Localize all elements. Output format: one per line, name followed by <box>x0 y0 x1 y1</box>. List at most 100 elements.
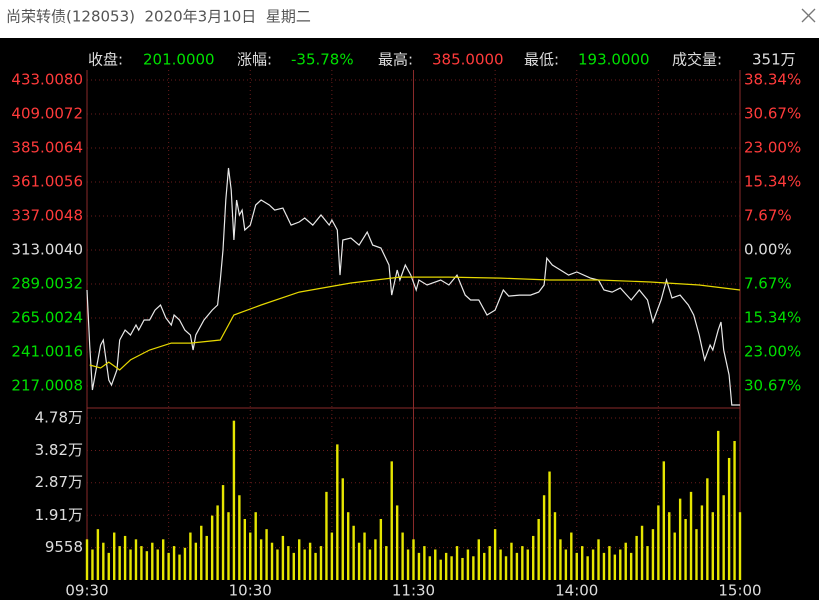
volume-bar <box>134 539 138 580</box>
volume-bar <box>118 546 121 580</box>
y2-tick-label: 23.00% <box>744 342 801 360</box>
volume-bar <box>461 557 464 580</box>
volume-bar <box>575 552 578 580</box>
volume-bar <box>336 444 339 580</box>
y2-tick-label: 30.67% <box>744 104 801 122</box>
volume-bar <box>624 542 627 580</box>
volume-bar <box>602 552 606 580</box>
volume-bar <box>619 549 622 580</box>
info-value: 351万 <box>752 51 796 69</box>
y-tick-label: 289.0032 <box>11 275 83 293</box>
y-tick-label: 361.0056 <box>11 173 83 191</box>
volume-bar <box>96 529 100 580</box>
volume-bar <box>706 478 709 580</box>
volume-bar <box>477 539 480 580</box>
info-value: 193.0000 <box>578 51 650 69</box>
y2-tick-label: 7.67% <box>744 274 792 292</box>
y2-tick-label: 30.67% <box>744 376 801 394</box>
volume-bar <box>657 505 660 580</box>
volume-bar <box>129 549 132 580</box>
window-title: 尚荣转债(128053) 2020年3月10日 星期二 <box>6 8 311 26</box>
x-tick-label: 14:00 <box>555 582 598 600</box>
volume-bar <box>472 556 475 580</box>
close-button[interactable] <box>801 8 816 23</box>
volume-bar <box>156 549 159 580</box>
volume-bar <box>564 549 568 580</box>
info-value: 201.0000 <box>143 51 215 69</box>
volume-bar <box>455 546 459 580</box>
volume-bar <box>189 532 192 580</box>
volume-bar <box>640 525 644 580</box>
volume-bar <box>417 552 421 580</box>
info-label: 最低: <box>524 51 559 69</box>
volume-bar <box>673 532 676 580</box>
info-label: 最高: <box>378 51 413 69</box>
y-tick-label: 337.0048 <box>11 207 83 225</box>
volume-bar <box>499 549 502 580</box>
volume-bar <box>412 539 415 580</box>
volume-bar <box>488 546 491 580</box>
volume-bar <box>444 552 448 580</box>
y-tick-label: 433.0080 <box>11 71 83 89</box>
y-tick-label: 217.0008 <box>11 377 83 395</box>
volume-bar <box>281 535 285 580</box>
y-tick-label: 241.0016 <box>11 343 83 361</box>
volume-bar <box>580 546 584 580</box>
volume-bar <box>537 518 540 580</box>
volume-bar <box>684 518 687 580</box>
volume-bar <box>406 549 410 580</box>
volume-bar <box>570 532 573 580</box>
volume-bar <box>727 457 731 580</box>
volume-bar <box>738 512 742 580</box>
y-tick-label: 265.0024 <box>11 309 83 327</box>
volume-bar <box>695 529 698 580</box>
volume-bar <box>287 546 290 580</box>
volume-bar <box>586 556 589 580</box>
x-tick-label: 11:30 <box>392 582 435 600</box>
volume-bar <box>151 542 154 580</box>
volume-bar <box>161 539 165 580</box>
volume-bar <box>308 542 312 580</box>
volume-tick-label: 9558 <box>45 538 83 556</box>
volume-bar <box>259 539 263 580</box>
volume-bar <box>140 546 143 580</box>
volume-bar <box>85 539 89 580</box>
volume-bar <box>200 525 203 580</box>
volume-bar <box>521 546 524 580</box>
title-bar <box>0 0 819 38</box>
volume-bar <box>238 495 241 580</box>
volume-bar <box>113 532 116 580</box>
volume-bar <box>254 512 257 580</box>
volume-bar <box>194 542 198 580</box>
y-tick-label: 313.0040 <box>11 241 83 259</box>
volume-bar <box>319 546 323 580</box>
volume-bar <box>548 471 551 580</box>
volume-bar <box>330 532 334 580</box>
volume-bar <box>210 515 214 580</box>
y2-tick-label: 7.67% <box>744 206 792 224</box>
volume-bar <box>483 552 486 580</box>
y-tick-label: 385.0064 <box>11 139 83 157</box>
y2-tick-label: 23.00% <box>744 138 801 156</box>
volume-bar <box>466 549 470 580</box>
volume-bar <box>542 495 546 580</box>
y2-tick-label: 15.34% <box>744 308 801 326</box>
volume-bar <box>668 512 671 580</box>
volume-bar <box>504 556 508 580</box>
volume-bar <box>510 542 513 580</box>
volume-bar <box>145 551 149 580</box>
volume-bar <box>526 549 529 580</box>
volume-bar <box>107 552 110 580</box>
volume-bar <box>265 529 268 580</box>
volume-tick-label: 4.78万 <box>35 408 83 426</box>
volume-bar <box>678 498 682 580</box>
volume-bar <box>629 552 633 580</box>
volume-tick-label: 1.91万 <box>35 506 83 524</box>
volume-tick-label: 3.82万 <box>35 441 83 459</box>
volume-bar <box>450 556 453 580</box>
y2-tick-label: 0.00% <box>744 240 792 258</box>
volume-bar <box>532 535 535 580</box>
volume-bar <box>205 535 208 580</box>
volume-bar <box>613 554 617 580</box>
